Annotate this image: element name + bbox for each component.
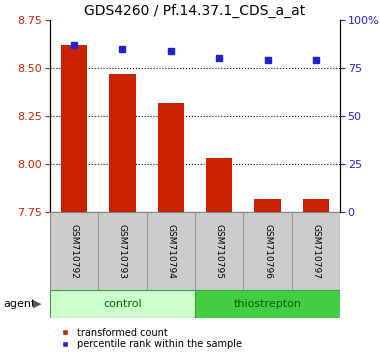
FancyBboxPatch shape	[98, 212, 147, 290]
Legend: transformed count, percentile rank within the sample: transformed count, percentile rank withi…	[55, 328, 242, 349]
Text: thiostrepton: thiostrepton	[233, 299, 301, 309]
FancyBboxPatch shape	[50, 290, 195, 318]
Text: GSM710796: GSM710796	[263, 223, 272, 279]
Text: GSM710794: GSM710794	[166, 224, 175, 279]
Text: GSM710792: GSM710792	[70, 224, 79, 279]
Bar	[302, 199, 329, 212]
Text: control: control	[103, 299, 142, 309]
Bar	[206, 158, 233, 212]
Text: GSM710797: GSM710797	[311, 223, 320, 279]
Bar	[109, 74, 136, 212]
FancyBboxPatch shape	[195, 212, 243, 290]
Bar	[61, 45, 87, 212]
Title: GDS4260 / Pf.14.37.1_CDS_a_at: GDS4260 / Pf.14.37.1_CDS_a_at	[84, 4, 306, 18]
Text: GSM710795: GSM710795	[215, 223, 224, 279]
FancyBboxPatch shape	[50, 212, 98, 290]
FancyBboxPatch shape	[195, 290, 340, 318]
Text: agent: agent	[4, 299, 36, 309]
Bar	[254, 199, 281, 212]
Bar	[158, 103, 184, 212]
Text: GSM710793: GSM710793	[118, 223, 127, 279]
FancyBboxPatch shape	[147, 212, 195, 290]
FancyBboxPatch shape	[243, 212, 292, 290]
FancyBboxPatch shape	[292, 212, 340, 290]
Text: ▶: ▶	[33, 299, 41, 309]
